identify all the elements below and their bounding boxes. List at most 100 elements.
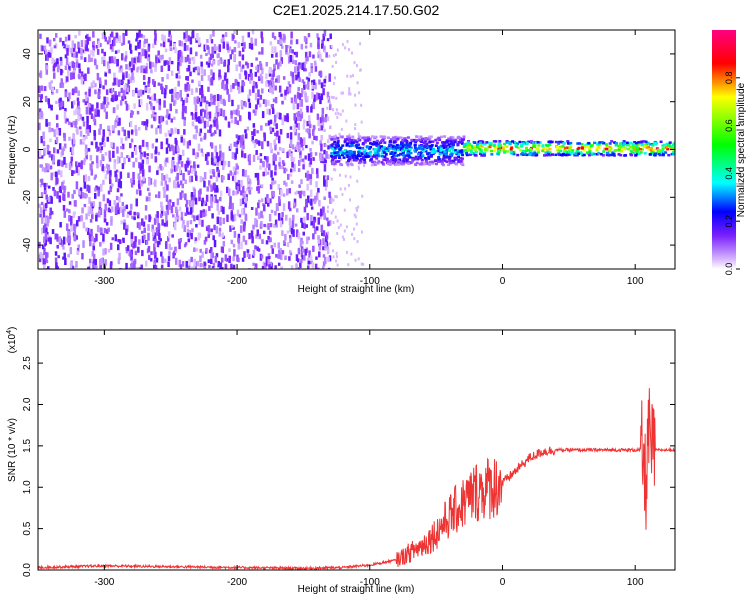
spectrogram-cell <box>155 257 159 263</box>
spectrogram-cell <box>484 148 488 151</box>
spectrogram-cell <box>547 152 551 156</box>
spectrogram-cell <box>333 151 337 155</box>
spectrogram-cell <box>280 254 283 261</box>
spectrogram-cell <box>451 136 455 139</box>
spectrogram-cell <box>195 51 198 57</box>
spectrogram-cell <box>328 54 331 58</box>
spectrogram-cell <box>63 110 67 119</box>
spectrogram-cell <box>509 147 513 151</box>
spectrogram-cell <box>640 140 644 144</box>
spectrogram-cell <box>115 77 118 86</box>
spectrogram-cell <box>334 53 337 57</box>
spectrogram-cell <box>183 243 187 248</box>
spectrogram-cell <box>250 230 254 239</box>
spectrogram-cell <box>85 227 88 232</box>
spectrogram-cell <box>208 57 211 65</box>
spectrogram-cell <box>447 143 451 146</box>
spectrogram-cell <box>103 209 107 218</box>
spectrogram-cell <box>534 153 538 156</box>
spectrogram-cell <box>189 47 193 55</box>
spectrogram-cell <box>123 85 127 91</box>
spectrogram-cell <box>604 143 608 146</box>
spectrogram-cell <box>207 234 211 239</box>
spectrogram-cell <box>323 196 326 201</box>
spectrogram-cell <box>168 243 172 251</box>
spectrogram-cell <box>161 34 164 41</box>
spectrogram-cell <box>254 110 257 116</box>
spectrogram-cell <box>514 143 518 147</box>
spectrogram-cell <box>138 162 141 169</box>
spectrogram-cell <box>291 220 295 229</box>
spectrogram-cell <box>130 138 134 143</box>
spectrogram-cell <box>230 112 233 119</box>
spectrogram-cell <box>99 183 103 192</box>
spectrogram-cell <box>189 36 193 45</box>
spectrogram-cell <box>332 208 335 212</box>
spectrogram-cell <box>156 215 159 223</box>
spectrogram-cell <box>386 149 390 153</box>
spectrogram-cell <box>203 120 207 129</box>
spectrogram-cell <box>44 49 48 55</box>
spectrogram-cell <box>45 251 48 260</box>
x-tick-label: 100 <box>627 276 644 287</box>
spectrogram-cell <box>269 85 272 93</box>
spectrogram-cell <box>389 159 393 162</box>
spectrogram-cell <box>135 157 138 163</box>
spectrogram-cell <box>290 180 294 184</box>
spectrogram-cell <box>68 92 71 100</box>
spectrogram-cell <box>287 173 290 180</box>
spectrogram-cell <box>237 110 240 117</box>
spectrogram-cell <box>306 170 310 174</box>
spectrogram-cell <box>329 101 332 105</box>
spectrogram-cell <box>208 264 211 269</box>
spectrogram-cell <box>101 164 104 172</box>
spectrogram-cell <box>206 45 209 50</box>
spectrogram-cell <box>624 154 628 157</box>
spectrogram-cell <box>137 180 141 188</box>
spectrogram-cell <box>99 160 103 167</box>
spectrogram-cell <box>80 47 83 56</box>
spectrogram-cell <box>396 148 400 152</box>
spectrogram-cell <box>413 146 417 150</box>
spectrogram-cell <box>184 38 188 43</box>
spectrogram-cell <box>48 213 52 220</box>
spectrogram-cell <box>81 207 84 214</box>
spectrogram-cell <box>58 107 62 111</box>
spectrogram-cell <box>183 116 187 121</box>
spectrogram-cell <box>98 128 101 135</box>
spectrogram-cell <box>619 145 623 148</box>
spectrogram-cell <box>346 135 350 138</box>
spectrogram-cell <box>243 153 247 159</box>
spectrogram-cell <box>496 149 500 153</box>
spectrogram-cell <box>370 160 374 164</box>
x-tick-label: -300 <box>94 577 114 588</box>
spectrogram-cell <box>92 259 96 263</box>
spectrogram-cell <box>94 258 97 266</box>
spectrogram-cell <box>229 54 233 60</box>
spectrogram-cell <box>355 206 358 210</box>
spectrogram-cell <box>75 161 78 167</box>
spectrogram-cell <box>109 209 112 213</box>
spectrogram-cell <box>420 140 424 144</box>
spectrogram-cell <box>568 146 572 150</box>
spectrogram-cell <box>176 65 180 71</box>
spectrogram-cell <box>229 170 232 176</box>
spectrogram-cell <box>131 151 134 158</box>
spectrogram-cell <box>215 152 219 159</box>
spectrogram-cell <box>269 223 273 228</box>
spectrogram-cell <box>445 160 449 163</box>
spectrogram-cell <box>102 60 106 67</box>
spectrogram-cell <box>558 147 562 150</box>
spectrogram-cell <box>332 82 335 86</box>
spectrogram-cell <box>213 184 216 189</box>
spectrogram-cell <box>55 89 59 94</box>
spectrogram-cell <box>613 141 617 144</box>
spectrogram-cell <box>51 57 54 65</box>
spectrogram-cell <box>478 148 482 151</box>
spectrogram-cell <box>218 227 222 232</box>
spectrogram-cell <box>60 170 63 178</box>
spectrogram-cell <box>606 151 610 155</box>
spectrogram-cell <box>105 89 109 95</box>
spectrogram-cell <box>292 214 295 221</box>
spectrogram-cell <box>281 160 285 165</box>
